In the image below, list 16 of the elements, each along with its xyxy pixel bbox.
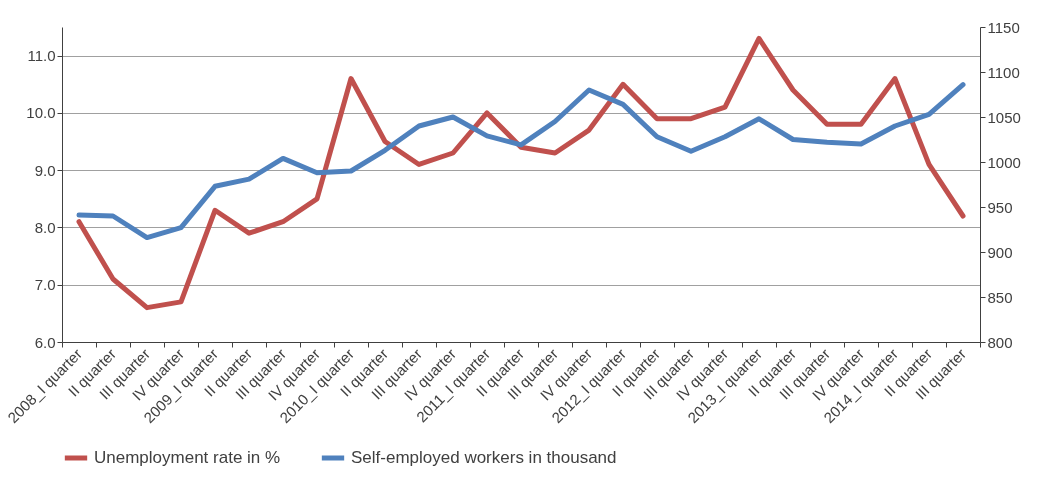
y2-tick-label: 1100 — [987, 63, 1020, 81]
y-tick-label: 8.0 — [34, 218, 56, 236]
y2-tick-label: 850 — [987, 288, 1013, 306]
y-tick-label: 10.0 — [26, 104, 56, 122]
y-tick-label: 9.0 — [34, 161, 56, 179]
y-tick-label: 7.0 — [34, 276, 56, 294]
legend-label: Self-employed workers in thousand — [351, 448, 617, 467]
y-tick-label: 6.0 — [34, 333, 56, 351]
y2-tick-label: 1050 — [987, 108, 1021, 126]
y2-tick-label: 900 — [987, 243, 1013, 261]
y2-tick-label: 950 — [987, 198, 1013, 216]
y2-tick-label: 1000 — [987, 153, 1021, 171]
legend-label: Unemployment rate in % — [94, 448, 281, 467]
y-tick-label: 11.0 — [27, 47, 56, 65]
y2-tick-label: 1150 — [987, 18, 1020, 36]
y2-tick-label: 800 — [987, 333, 1013, 351]
